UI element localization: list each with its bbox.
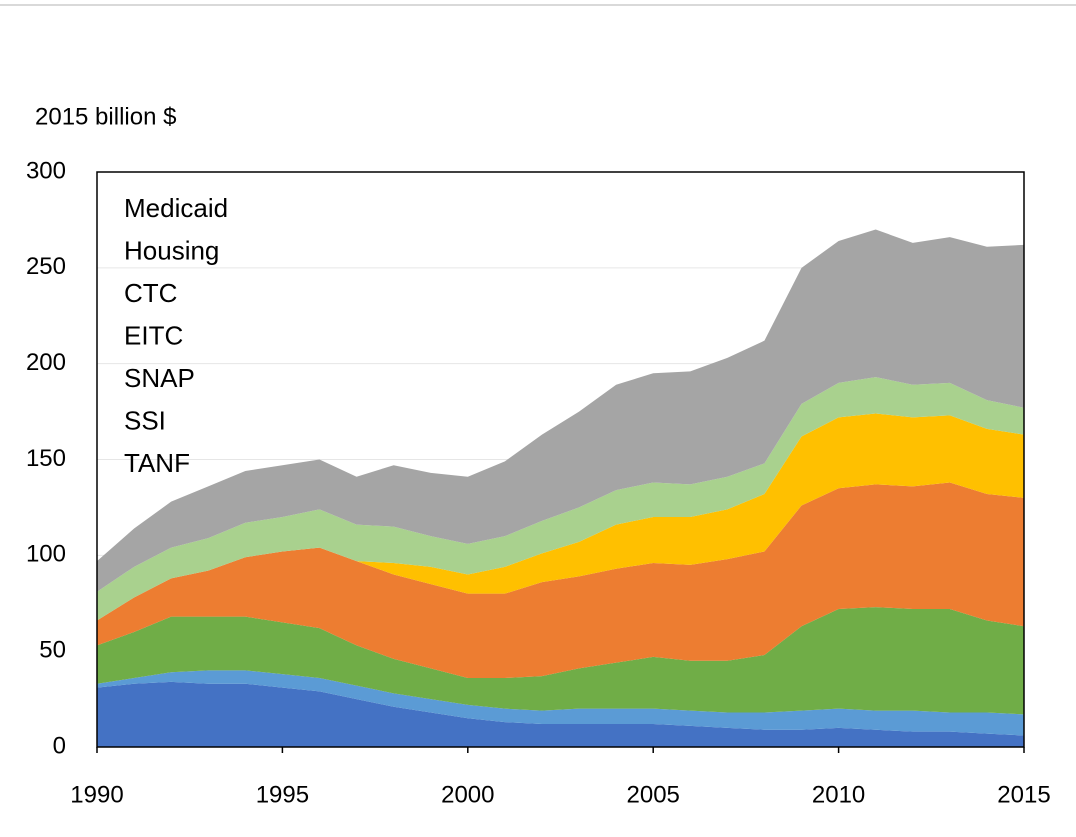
area [97, 413, 1024, 621]
x-tick-label: 2015 [997, 781, 1050, 808]
y-tick-label: 100 [26, 541, 66, 568]
y-tick-label: 50 [39, 637, 66, 664]
x-tick-label: 1995 [256, 781, 309, 808]
y-tick-label: 150 [26, 445, 66, 472]
y-tick-label: 0 [53, 732, 66, 759]
area [97, 607, 1024, 715]
x-tick-label: 2000 [441, 781, 494, 808]
legend-label: Housing [124, 235, 219, 265]
area [97, 482, 1024, 678]
area [97, 229, 1024, 592]
x-tick-label: 2010 [812, 781, 865, 808]
legend-label: TANF [124, 448, 190, 478]
legend-label: SNAP [124, 363, 195, 393]
y-tick-label: 300 [26, 157, 66, 184]
legend-label: EITC [124, 320, 183, 350]
y-axis-label: 2015 billion $ [35, 103, 176, 130]
legend-label: Medicaid [124, 193, 228, 223]
legend-label: SSI [124, 405, 166, 435]
legend-label: CTC [124, 278, 177, 308]
x-tick-label: 2005 [627, 781, 680, 808]
x-tick-label: 1990 [70, 781, 123, 808]
area [97, 681, 1024, 747]
area [97, 377, 1024, 621]
y-tick-label: 250 [26, 253, 66, 280]
area [97, 670, 1024, 736]
plot-frame [96, 171, 1025, 748]
y-tick-label: 200 [26, 349, 66, 376]
